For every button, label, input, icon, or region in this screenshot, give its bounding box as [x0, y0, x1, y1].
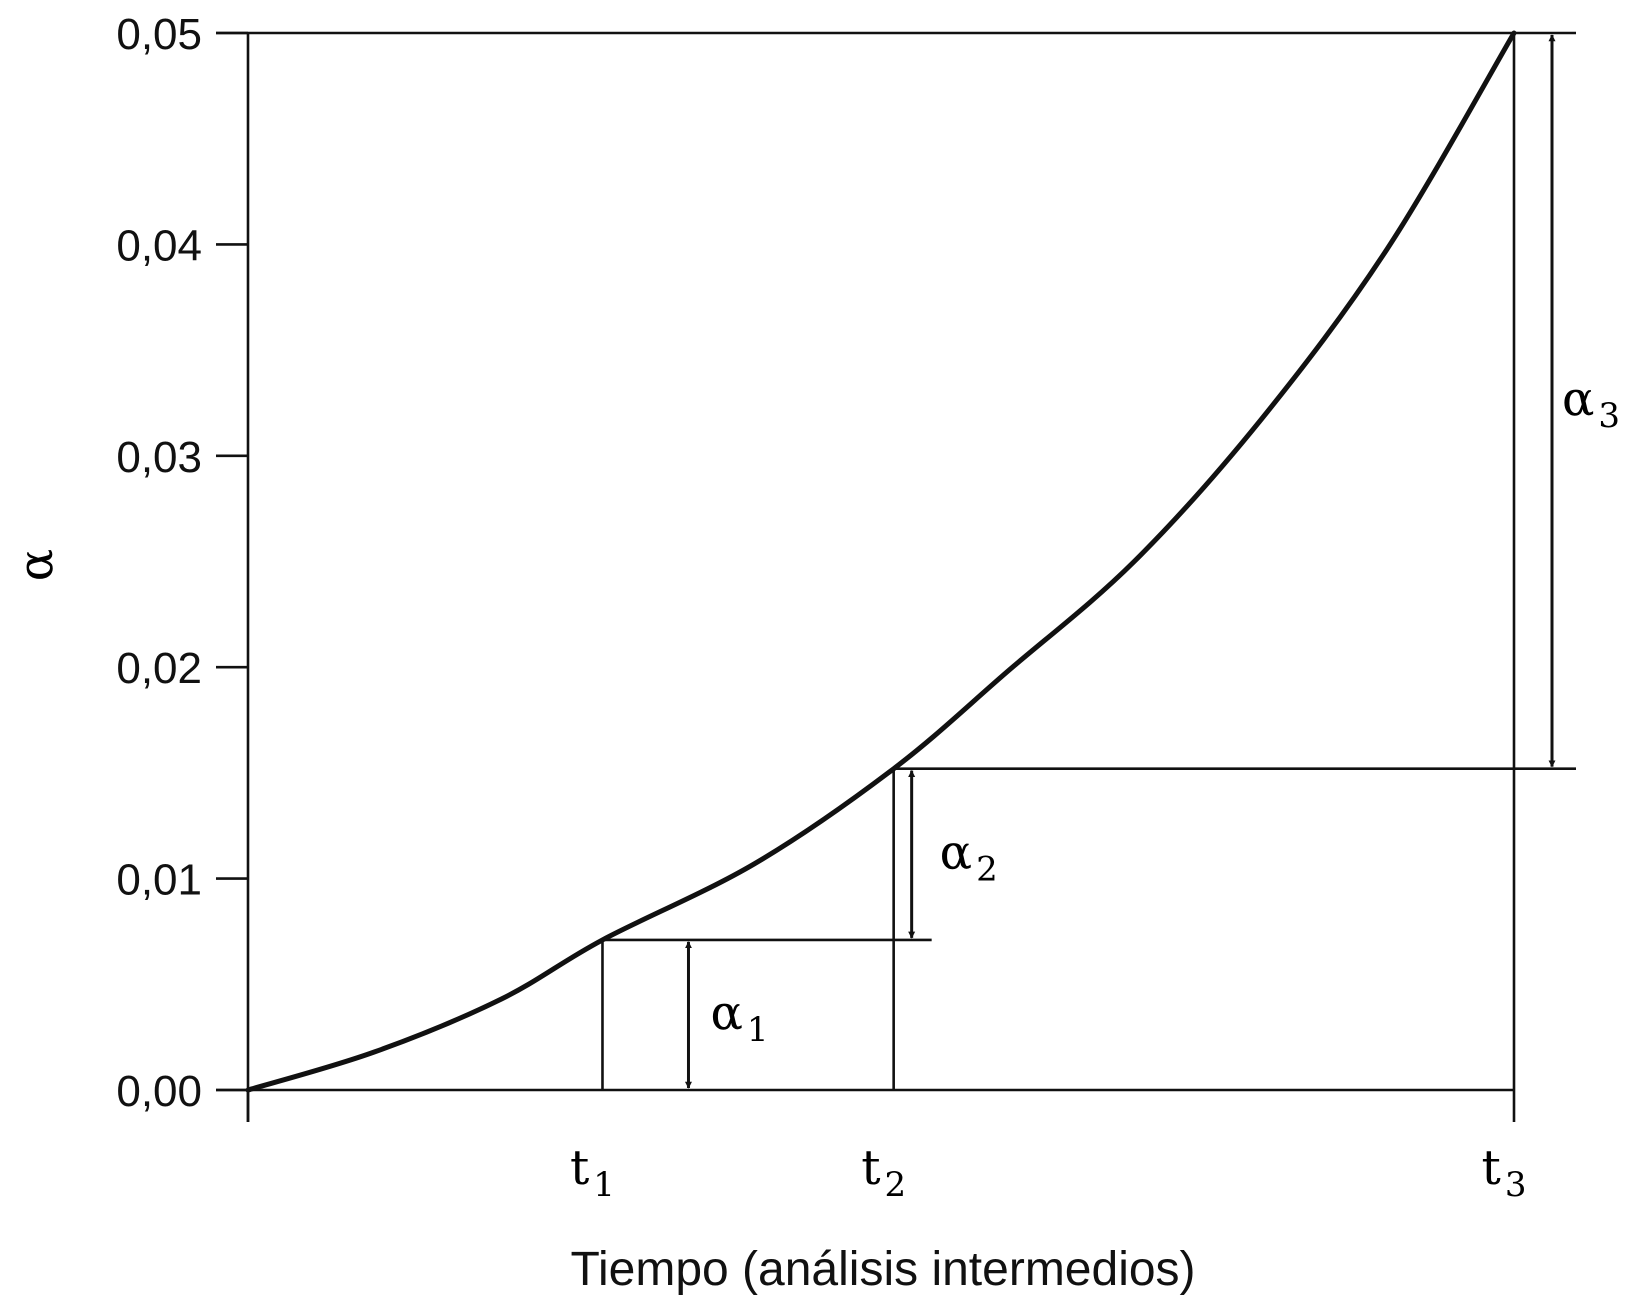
axes	[216, 31, 1576, 1122]
x-tick-label-subscript: 2	[884, 1165, 906, 1205]
x-tick-label-base: t	[861, 1140, 880, 1196]
alpha-3-label-base: α	[1562, 371, 1594, 427]
y-tick-label: 0,01	[116, 856, 202, 905]
y-tick-label: 0,04	[116, 221, 202, 270]
alpha-2-label-base: α	[940, 824, 972, 880]
y-tick-label: 0,02	[116, 644, 202, 693]
alpha-1-label-subscript: 1	[747, 1010, 769, 1050]
x-tick-label-base: t	[570, 1140, 589, 1196]
x-tick-label-subscript: 1	[593, 1165, 615, 1205]
alpha-1-label-base: α	[710, 985, 742, 1041]
y-tick-label: 0,03	[116, 433, 202, 482]
labels: 0,000,010,020,030,040,05t 1 t 2 t 3α 1α 2α 3	[116, 10, 1620, 1205]
x-tick-label-base: t	[1482, 1140, 1501, 1196]
alpha-spending-curve	[245, 30, 1517, 1093]
guide-lines	[601, 33, 1576, 1090]
x-axis-title: Tiempo (análisis intermedios)	[570, 1243, 1195, 1296]
annotations	[684, 34, 1556, 1089]
y-tick-label: 0,05	[116, 10, 202, 59]
alpha-2-label-subscript: 2	[976, 849, 998, 889]
y-tick-label: 0,00	[116, 1067, 202, 1116]
y-axis-title: α	[8, 549, 64, 581]
curve-layer	[245, 30, 1517, 1093]
x-tick-label-subscript: 3	[1505, 1165, 1527, 1205]
alpha-3-label-subscript: 3	[1598, 396, 1620, 436]
